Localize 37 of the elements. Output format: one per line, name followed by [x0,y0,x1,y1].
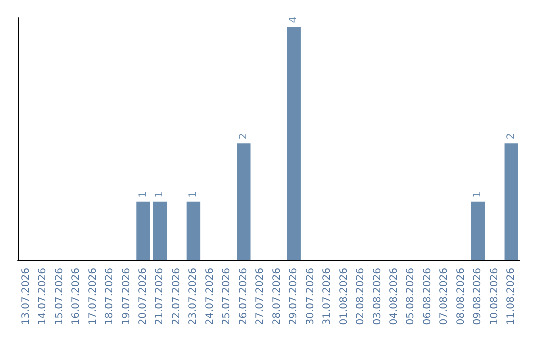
x-tick-label: 30.07.2026 [305,268,316,326]
x-tick-label: 04.08.2026 [389,268,400,326]
x-tick-label: 23.07.2026 [188,268,200,326]
x-tick-label: 13.07.2026 [20,268,32,326]
x-tick-label: 05.08.2026 [406,268,417,326]
x-tick-label: 27.07.2026 [255,268,266,326]
x-tick-label: 11.08.2026 [506,268,518,326]
x-tick-label: 21.07.2026 [154,268,166,326]
x-tick-label: 03.08.2026 [372,268,384,326]
x-tick-label: 20.07.2026 [138,268,149,326]
data-label: 1 [154,191,166,198]
x-tick-label: 31.07.2026 [322,268,334,326]
x-tick-label: 22.07.2026 [171,268,182,326]
data-label: 1 [188,191,200,198]
data-label: 4 [288,16,300,24]
data-label: 1 [138,191,149,198]
x-tick-label: 24.07.2026 [204,268,216,326]
x-tick-label: 28.07.2026 [272,268,283,326]
x-tick-label: 02.08.2026 [356,268,367,326]
x-tick-label: 08.08.2026 [456,268,467,326]
x-tick-label: 16.07.2026 [71,268,82,326]
x-tick-label: 17.07.2026 [88,268,99,326]
x-tick-label: 26.07.2026 [238,268,250,326]
x-tick-label: 09.08.2026 [472,268,484,326]
x-tick-label: 19.07.2026 [121,268,132,326]
x-tick-label: 14.07.2026 [38,268,49,326]
x-tick-label: 29.07.2026 [288,268,300,326]
x-tick-label: 06.08.2026 [422,268,434,326]
x-tick-label: 18.07.2026 [104,268,116,326]
data-label: 2 [506,133,518,140]
x-tick-label: 25.07.2026 [222,268,233,326]
x-tick-label: 15.07.2026 [54,268,66,326]
x-tick-label: 07.08.2026 [439,268,450,326]
x-tick-label: 01.08.2026 [338,268,350,326]
data-label: 2 [238,133,250,140]
x-tick-label: 10.08.2026 [489,268,500,326]
data-label: 1 [472,191,484,198]
